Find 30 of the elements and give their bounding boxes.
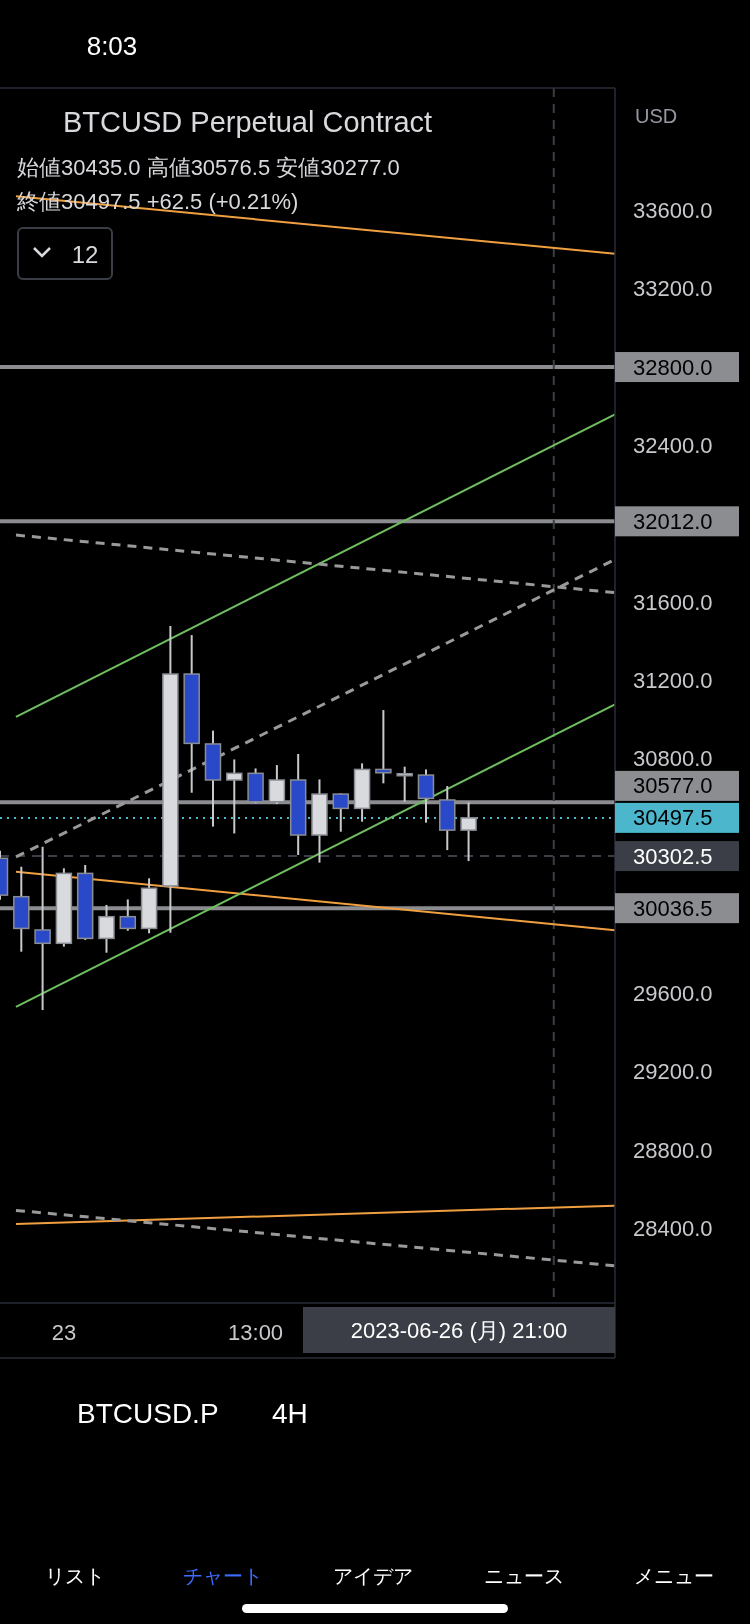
ref-line-label: 32800.0 bbox=[633, 354, 713, 380]
text: ニュース bbox=[484, 1565, 564, 1587]
text: アイデア bbox=[333, 1565, 413, 1587]
ref-line-label: 2023-06-26 (月) 21:00 bbox=[350, 1317, 568, 1343]
ref-line-label: 30497.5 bbox=[633, 805, 713, 831]
y-tick-label: 33600.0 bbox=[633, 197, 713, 223]
text: BTCUSD.P bbox=[77, 1397, 219, 1429]
y-tick-label: 31200.0 bbox=[633, 667, 713, 693]
y-tick-label: 30800.0 bbox=[633, 746, 713, 772]
text: メニュー bbox=[634, 1565, 714, 1587]
text: USD bbox=[635, 105, 678, 127]
ref-line-label: 30036.5 bbox=[633, 895, 713, 921]
y-tick-label: 31600.0 bbox=[633, 589, 713, 615]
ref-line-label: 32012.0 bbox=[633, 508, 713, 534]
ref-line-label: 30577.0 bbox=[633, 773, 713, 799]
x-tick-label: 23 bbox=[51, 1319, 77, 1345]
text: 8:03 bbox=[86, 31, 138, 61]
text: 4H bbox=[272, 1397, 308, 1429]
annotation: 12 bbox=[71, 240, 99, 268]
y-tick-label: 28800.0 bbox=[633, 1137, 713, 1163]
text: リスト bbox=[45, 1565, 105, 1587]
ref-line-label: 30302.5 bbox=[633, 843, 713, 869]
y-tick-label: 29600.0 bbox=[633, 981, 713, 1007]
text: チャート bbox=[183, 1565, 263, 1587]
y-tick-label: 33200.0 bbox=[633, 276, 713, 302]
text: BTCUSD Perpetual Contract bbox=[63, 106, 433, 138]
y-tick-label: 32400.0 bbox=[633, 432, 713, 458]
y-tick-label: 29200.0 bbox=[633, 1059, 713, 1085]
y-tick-label: 28400.0 bbox=[633, 1216, 713, 1242]
x-tick-label: 13:00 bbox=[228, 1319, 284, 1345]
